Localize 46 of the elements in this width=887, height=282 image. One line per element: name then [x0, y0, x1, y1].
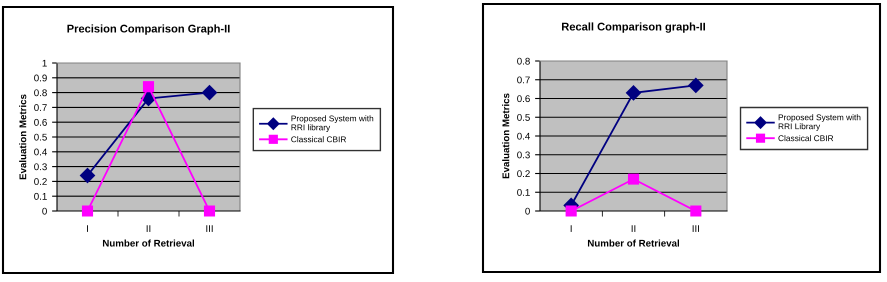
y-tick-label: 0.7	[517, 76, 530, 84]
y-tick-label: 0.8	[517, 58, 530, 65]
x-tick-label: I	[570, 225, 572, 232]
point	[626, 85, 642, 100]
y-tick-label: 0.5	[517, 114, 530, 121]
y-axis-title: Evaluation Metrics	[19, 94, 26, 180]
x-axis-title: Number of Retrieval	[102, 240, 194, 247]
y-tick-label: 0.4	[517, 132, 530, 140]
point	[82, 205, 94, 217]
y-tick-label: 0.3	[517, 151, 530, 158]
point	[80, 168, 96, 184]
x-tick-label: III	[206, 225, 213, 232]
y-tick-label: 0	[42, 208, 47, 215]
y-tick-label: 0.6	[517, 95, 530, 102]
point	[566, 205, 577, 217]
chart-title: Precision Comparison Graph-II	[67, 24, 230, 35]
y-tick-label: 1	[42, 60, 47, 67]
legend-label: Proposed System with RRI Library	[778, 114, 860, 131]
y-tick-label: 0.3	[34, 163, 47, 170]
y-tick-label: 0	[525, 208, 530, 215]
x-tick-label: II	[632, 225, 636, 232]
legend-label: Proposed System with RRI library	[292, 115, 374, 132]
point	[688, 78, 704, 93]
x-tick-label: I	[87, 225, 88, 232]
x-axis-title: Number of Retrieval	[588, 240, 680, 247]
y-tick-label: 0.6	[34, 118, 47, 126]
legend-label: Classical CBIR	[291, 136, 346, 142]
x-tick-label: III	[692, 225, 699, 232]
y-tick-label: 0.4	[34, 148, 47, 156]
y-tick-label: 0.8	[34, 89, 47, 96]
y-tick-label: 0.2	[34, 178, 47, 186]
legend-label: Classical CBIR	[778, 135, 834, 142]
y-tick-label: 0.5	[34, 134, 47, 141]
point	[204, 205, 216, 217]
x-tick-label: II	[146, 225, 150, 232]
point	[690, 205, 702, 217]
y-axis-title: Evaluation Metrics	[502, 93, 510, 178]
y-tick-label: 0.9	[34, 74, 47, 82]
point	[202, 85, 218, 100]
y-tick-label: 0.1	[34, 192, 47, 200]
y-tick-label: 0.1	[517, 188, 530, 196]
y-tick-label: 0.2	[517, 170, 530, 178]
y-tick-label: 0.7	[34, 104, 47, 112]
point	[142, 81, 154, 92]
chart-title: Recall Comparison graph-II	[562, 22, 705, 33]
point	[628, 174, 640, 185]
